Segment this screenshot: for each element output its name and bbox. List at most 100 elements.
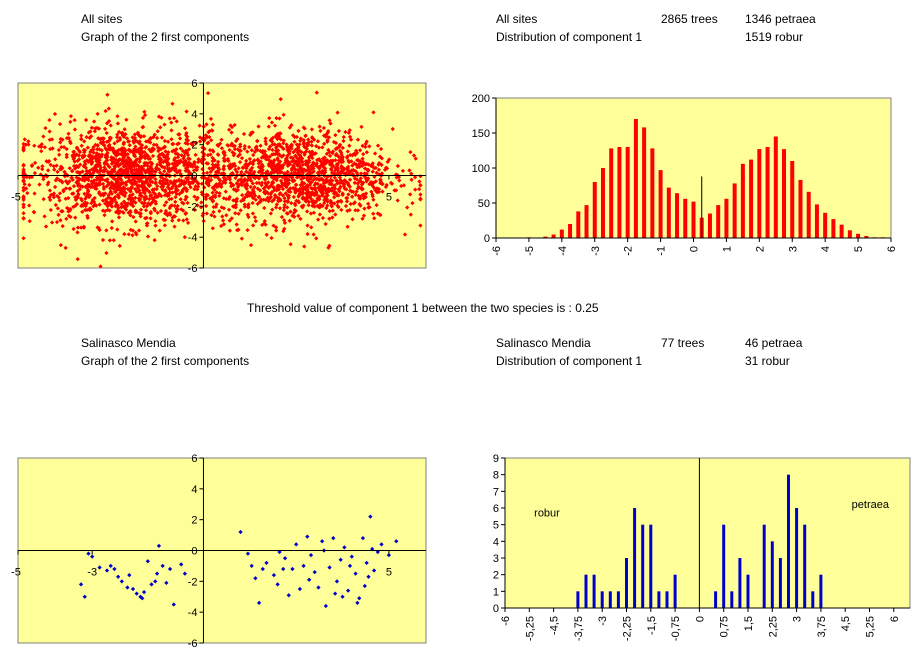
scatter-point <box>247 156 253 162</box>
scatter-point <box>40 167 45 172</box>
y-tick-label: 0 <box>493 603 499 615</box>
scatter-point <box>182 126 188 131</box>
histogram-bar <box>770 541 774 608</box>
x-tick-label: -3,75 <box>573 616 585 641</box>
scatter-point <box>164 200 169 205</box>
scatter-point <box>137 159 142 164</box>
scatter-point <box>52 167 57 172</box>
scatter-point <box>152 206 157 211</box>
scatter-point <box>132 132 138 137</box>
scatter-point <box>84 201 90 206</box>
scatter-point <box>209 138 214 143</box>
scatter-point <box>239 236 244 241</box>
scatter-point <box>158 125 163 130</box>
scatter-point <box>73 215 78 220</box>
scatter-point <box>27 219 32 224</box>
scatter-point <box>53 202 58 208</box>
scatter-point <box>184 217 189 222</box>
y-tick-label: 2 <box>493 570 499 582</box>
histogram-bar <box>714 591 718 608</box>
scatter-point <box>162 223 167 228</box>
scatter-point <box>95 111 100 116</box>
scatter-point <box>80 209 85 215</box>
y-tick-label: 8 <box>493 470 499 482</box>
scatter-point <box>176 169 181 174</box>
x-tick-label: 0 <box>694 616 706 622</box>
scatter-point <box>135 157 140 162</box>
scatter-point <box>67 166 72 171</box>
scatter-point <box>89 125 94 130</box>
scatter-point <box>40 164 45 169</box>
scatter-point <box>82 191 87 197</box>
histogram-bar <box>633 508 637 608</box>
annotation-petraea: petraea <box>852 499 890 511</box>
histogram-bar <box>787 474 790 608</box>
scatter-point <box>159 135 165 140</box>
top-right-subtitle: Distribution of component 1 <box>496 30 643 44</box>
histogram-bar <box>778 558 782 608</box>
scatter-point <box>63 186 69 191</box>
scatter-point <box>181 156 186 161</box>
scatter-point <box>132 164 137 169</box>
scatter-point <box>127 143 132 148</box>
histogram-bar <box>738 558 742 608</box>
histogram-bar <box>795 508 799 608</box>
x-tick-label: -3 <box>597 616 609 626</box>
scatter-point <box>192 194 197 199</box>
scatter-point <box>179 153 184 158</box>
scatter-point <box>162 203 167 208</box>
bottom-right-petraea-count: 46 petraea <box>745 336 803 350</box>
scatter-point <box>108 123 113 128</box>
scatter-point <box>194 140 199 146</box>
histogram-bar <box>819 574 823 608</box>
histogram-bar <box>576 591 580 608</box>
scatter-point <box>135 139 140 144</box>
scatter-point <box>25 190 30 196</box>
scatter-point <box>153 218 158 224</box>
scatter-point <box>229 130 234 135</box>
scatter-point <box>91 145 96 150</box>
scatter-point <box>27 182 32 188</box>
histogram-bar <box>746 574 750 608</box>
scatter-point <box>47 137 52 142</box>
scatter-point <box>55 193 60 199</box>
x-tick-label: -4,5 <box>549 616 561 635</box>
scatter-point <box>165 139 171 144</box>
y-tick-label: 5 <box>493 520 499 532</box>
bottom-right-site-title: Salinasco Mendia <box>496 336 591 350</box>
scatter-point <box>209 212 214 218</box>
histogram-bar <box>722 524 726 608</box>
scatter-point <box>41 177 46 182</box>
top-right-robur-count: 1519 robur <box>745 30 804 44</box>
scatter-point <box>32 191 37 196</box>
scatter-point <box>140 115 146 121</box>
top-right-site-title: All sites <box>496 12 538 26</box>
scatter-point <box>116 215 122 220</box>
scatter-point <box>153 177 158 182</box>
histogram-bar <box>657 591 661 608</box>
scatter-point <box>119 177 124 183</box>
histogram-bar <box>641 524 645 608</box>
histogram-bar <box>730 591 734 608</box>
x-tick-label: 0,75 <box>719 616 731 637</box>
bottom-left-site-title: Salinasco Mendia <box>81 336 176 350</box>
scatter-point <box>124 117 129 122</box>
histogram-bar <box>584 574 588 608</box>
scatter-point <box>104 130 109 136</box>
histogram-bar <box>649 524 653 608</box>
scatter-point <box>121 199 127 204</box>
scatter-point <box>141 134 147 139</box>
scatter-point <box>97 202 102 207</box>
scatter-point <box>107 238 112 243</box>
scatter-point <box>75 230 80 235</box>
scatter-point <box>91 150 96 155</box>
y-tick-label: 4 <box>493 536 499 548</box>
threshold-text: Threshold value of component 1 between t… <box>247 301 599 315</box>
bottom-left-subtitle: Graph of the 2 first components <box>81 354 250 368</box>
scatter-point <box>172 224 177 229</box>
scatter-point <box>48 207 53 213</box>
histogram-bar <box>616 591 620 608</box>
scatter-point <box>24 174 29 180</box>
